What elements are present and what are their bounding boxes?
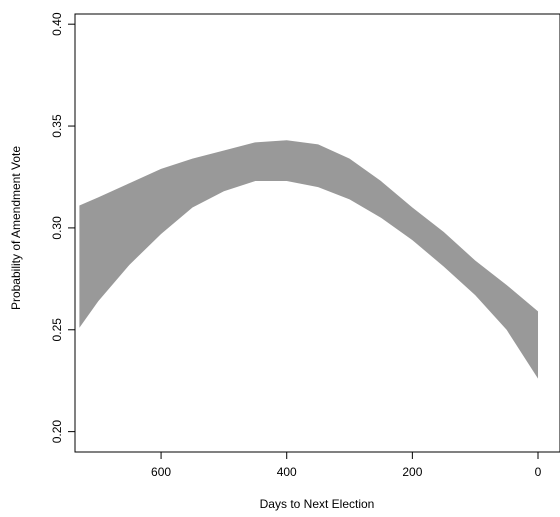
x-axis: 600 400 200 0 [151, 452, 542, 479]
x-axis-title: Days to Next Election [260, 497, 375, 511]
y-axis: 0.20 0.25 0.30 0.35 0.40 [50, 12, 75, 443]
x-tick-label: 0 [535, 465, 542, 479]
x-tick-label: 400 [277, 465, 297, 479]
y-tick-label: 0.40 [50, 12, 64, 36]
confidence-band [79, 140, 539, 379]
x-tick-label: 200 [402, 465, 422, 479]
y-tick-label: 0.25 [50, 318, 64, 342]
y-tick-label: 0.20 [50, 420, 64, 444]
x-tick-label: 600 [151, 465, 171, 479]
y-axis-title: Probability of Amendment Vote [9, 146, 23, 310]
y-tick-label: 0.30 [50, 216, 64, 240]
y-tick-label: 0.35 [50, 114, 64, 138]
